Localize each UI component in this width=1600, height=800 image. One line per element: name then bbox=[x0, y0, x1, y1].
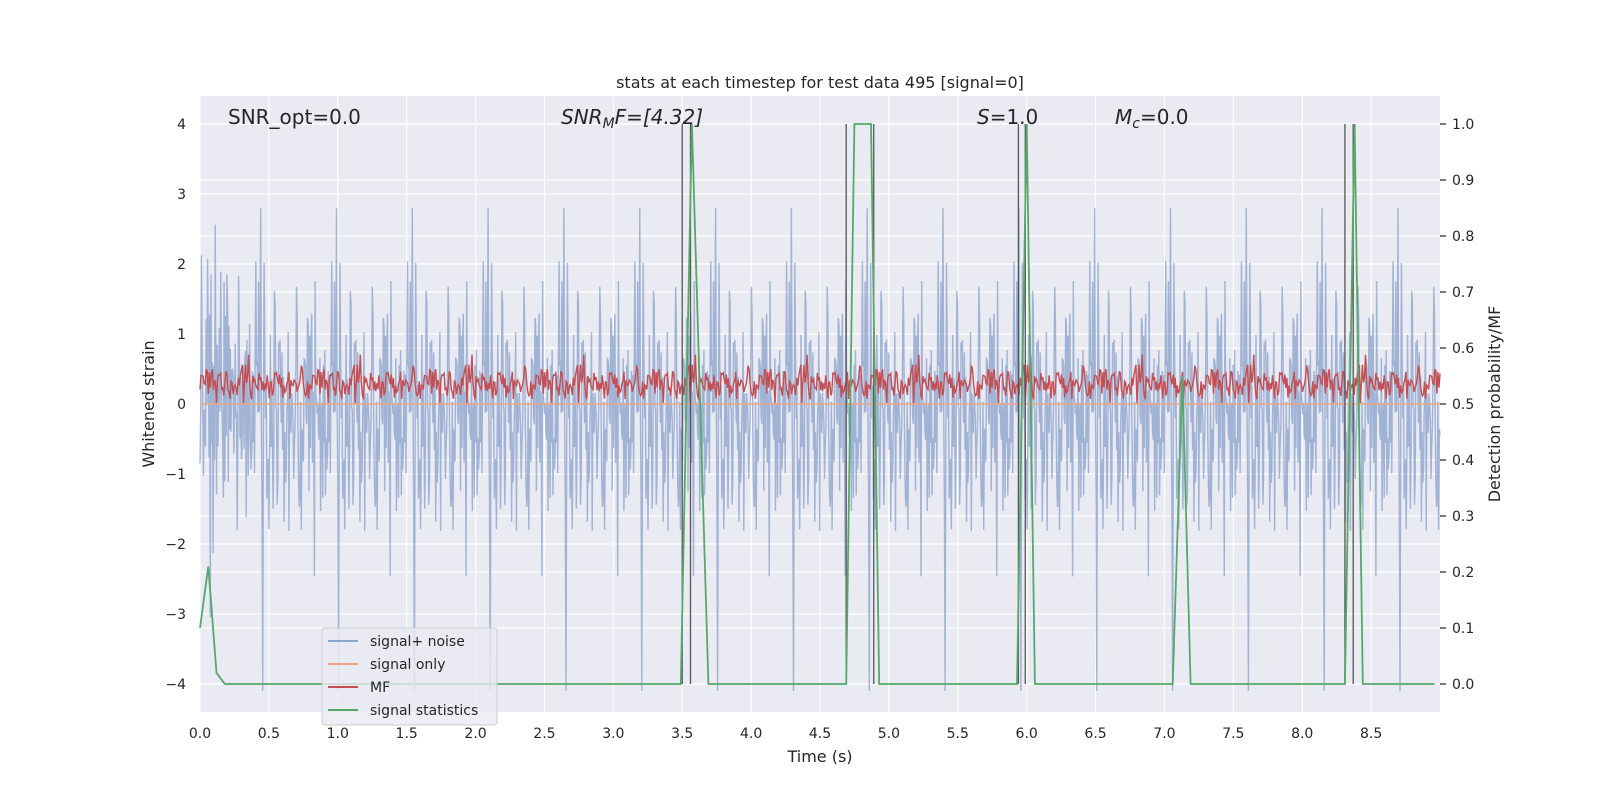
x-tick-label: 0.0 bbox=[189, 726, 211, 742]
annotation-s-value: =1.0 bbox=[990, 105, 1039, 129]
y-left-tick-label: 3 bbox=[177, 187, 186, 203]
x-tick-label: 1.5 bbox=[396, 726, 418, 742]
y-right-tick-label: 0.8 bbox=[1452, 229, 1474, 245]
y-left-tick-label: −4 bbox=[165, 677, 186, 693]
x-tick-label: 6.0 bbox=[1016, 726, 1038, 742]
y-right-tick-label: 0.1 bbox=[1452, 621, 1474, 637]
y-right-tick-label: 1.0 bbox=[1452, 117, 1474, 133]
y-right-tick-label: 0.6 bbox=[1452, 341, 1474, 357]
x-tick-label: 2.0 bbox=[464, 726, 486, 742]
y-right-tick-label: 0.3 bbox=[1452, 509, 1474, 525]
mf-line bbox=[199, 354, 1441, 404]
x-tick-label: 7.0 bbox=[1153, 726, 1175, 742]
x-tick-label: 0.5 bbox=[258, 726, 280, 742]
x-tick-label: 7.5 bbox=[1222, 726, 1244, 742]
x-axis-label: Time (s) bbox=[786, 747, 852, 766]
legend: signal+ noise signal only MF signal stat… bbox=[321, 627, 498, 726]
annotation-mc: Mc=0.0 bbox=[1115, 105, 1189, 132]
y-left-ticks: 4 3 2 1 0 −1 −2 −3 −4 bbox=[165, 117, 186, 693]
y-right-tick-label: 0.9 bbox=[1452, 173, 1474, 189]
x-tick-label: 1.0 bbox=[327, 726, 349, 742]
x-tick-label: 4.0 bbox=[740, 726, 762, 742]
y-left-tick-label: 2 bbox=[177, 257, 186, 273]
annotation-snr-mf-sub: M bbox=[603, 116, 615, 132]
annotation-s: S=1.0 bbox=[977, 105, 1038, 129]
legend-label-signal-only: signal only bbox=[370, 657, 445, 673]
annotation-s-name: S bbox=[977, 105, 990, 129]
y-left-tick-label: −1 bbox=[165, 467, 186, 483]
y-left-tick-label: 1 bbox=[177, 327, 186, 343]
x-tick-label: 3.0 bbox=[602, 726, 624, 742]
y-left-tick-label: 0 bbox=[177, 397, 186, 413]
annotation-mc-value: =0.0 bbox=[1140, 105, 1189, 129]
y-right-tick-label: 0.5 bbox=[1452, 397, 1474, 413]
legend-label-mf: MF bbox=[370, 680, 390, 696]
annotation-snr-opt: SNR_opt=0.0 bbox=[228, 105, 361, 129]
y-right-tick-label: 0.0 bbox=[1452, 677, 1474, 693]
series-mf bbox=[199, 354, 1441, 404]
y-left-tick-label: 4 bbox=[177, 117, 186, 133]
x-tick-label: 3.5 bbox=[671, 726, 693, 742]
chart-title: stats at each timestep for test data 495… bbox=[616, 73, 1024, 92]
x-tick-label: 8.0 bbox=[1291, 726, 1313, 742]
x-tick-label: 5.5 bbox=[947, 726, 969, 742]
x-tick-label: 8.5 bbox=[1360, 726, 1382, 742]
annotation-mc-name: M bbox=[1115, 105, 1132, 129]
y-left-tick-label: −3 bbox=[165, 607, 186, 623]
legend-box bbox=[321, 627, 498, 726]
annotation-snr-mf: SNRMF=[4.32] bbox=[561, 105, 703, 132]
y-right-axis-label: Detection probability/MF bbox=[1485, 306, 1504, 503]
annotation-snr-mf-prefix: SNR bbox=[561, 105, 603, 129]
y-left-tick-label: −2 bbox=[165, 537, 186, 553]
x-tick-label: 5.0 bbox=[878, 726, 900, 742]
x-tick-label: 2.5 bbox=[533, 726, 555, 742]
annotation-mc-sub: c bbox=[1132, 116, 1140, 132]
y-left-axis-label: Whitened strain bbox=[139, 340, 158, 467]
y-right-tick-label: 0.7 bbox=[1452, 285, 1474, 301]
x-tick-label: 6.5 bbox=[1084, 726, 1106, 742]
annotation-snr-mf-suffix: F=[4.32] bbox=[615, 105, 703, 129]
legend-label-signal-statistics: signal statistics bbox=[370, 703, 478, 719]
legend-label-signal-plus-noise: signal+ noise bbox=[370, 634, 465, 650]
y-right-tick-label: 0.4 bbox=[1452, 453, 1474, 469]
y-right-ticks: 1.0 0.9 0.8 0.7 0.6 0.5 0.4 0.3 0.2 0.1 0.0 bbox=[1440, 117, 1474, 693]
y-right-tick-label: 0.2 bbox=[1452, 565, 1474, 581]
x-ticks: 0.0 0.5 1.0 1.5 2.0 2.5 3.0 3.5 4.0 4.5 5.0 5.5 6.0 6… bbox=[189, 726, 1382, 742]
x-tick-label: 4.5 bbox=[809, 726, 831, 742]
